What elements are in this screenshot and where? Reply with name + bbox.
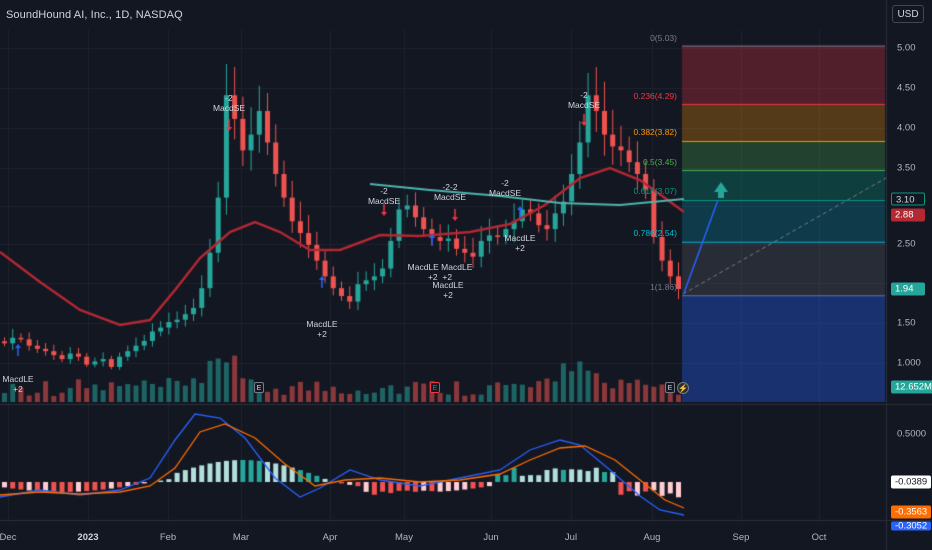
currency-button[interactable]: USD (892, 5, 924, 23)
price-axis-label: 3.50 (897, 162, 916, 174)
macd-histogram-badge: -0.0389 (891, 475, 932, 489)
signal-label: -2 MacdSE (212, 93, 246, 113)
moving-average-badge: 2.88 (891, 208, 925, 222)
price-axis-label: 1.50 (897, 317, 916, 329)
earnings-icon[interactable]: E (665, 382, 675, 393)
signal-label: -2 MacdSE (488, 178, 522, 198)
signal-label: MacdLE +2 (432, 280, 464, 300)
macd-line-badge: -0.3052 (891, 521, 932, 531)
signal-label: MacdLE +2 (2, 374, 34, 394)
time-axis-label: Dec (0, 532, 17, 543)
time-axis-label: Aug (643, 532, 661, 543)
symbol-title[interactable]: SoundHound AI, Inc., 1D, NASDAQ (6, 9, 183, 21)
last-price-badge: 1.94 (891, 282, 925, 296)
time-axis-label: Mar (232, 532, 250, 543)
fib-label-786: 0.786(2.54) (633, 228, 677, 238)
signal-label: -2 MacdSE (567, 90, 601, 110)
macd-signal-badge: -0.3563 (891, 505, 932, 519)
signal-label: -2 MacdSE (367, 186, 401, 206)
price-axis-label: 4.00 (897, 122, 916, 134)
fib-level-badge: 3.10 (891, 192, 925, 206)
time-axis-label: Apr (322, 532, 338, 543)
price-axis-label: 5.00 (897, 42, 916, 54)
price-axis-label: 4.50 (897, 82, 916, 94)
time-axis-label: Jul (564, 532, 578, 543)
signal-label: MacdLE +2 (306, 319, 338, 339)
time-axis-label: Jun (483, 532, 499, 543)
volume-badge: 12.652M (891, 380, 932, 394)
fib-label-236: 0.236(4.29) (633, 91, 677, 101)
fib-label-382: 0.382(3.82) (633, 127, 677, 137)
time-axis-label: 2023 (77, 532, 99, 543)
earnings-icon[interactable]: E (254, 382, 264, 393)
signal-label: -2-2 MacdSE (433, 182, 467, 202)
fib-label-1: 1(1.86) (650, 282, 677, 292)
time-axis-label: May (395, 532, 413, 543)
time-axis-label: Feb (159, 532, 177, 543)
macd-axis-label: 0.5000 (897, 428, 927, 440)
time-axis-label: Sep (732, 532, 750, 543)
price-axis-label: 1.000 (897, 357, 921, 369)
lightning-icon[interactable]: ⚡ (677, 382, 689, 394)
signal-label: MacdLE +2 (504, 233, 536, 253)
fib-label-618: 0.618(3.07) (633, 186, 677, 196)
fib-label-5: 0.5(3.45) (642, 157, 677, 167)
signal-label: MacdLE MacdLE +2 +2 (407, 262, 473, 282)
earnings-icon[interactable]: E (430, 382, 440, 393)
time-axis-label: Oct (811, 532, 827, 543)
fib-label-0: 0(5.03) (650, 33, 677, 43)
price-axis-label: 2.50 (897, 238, 916, 250)
